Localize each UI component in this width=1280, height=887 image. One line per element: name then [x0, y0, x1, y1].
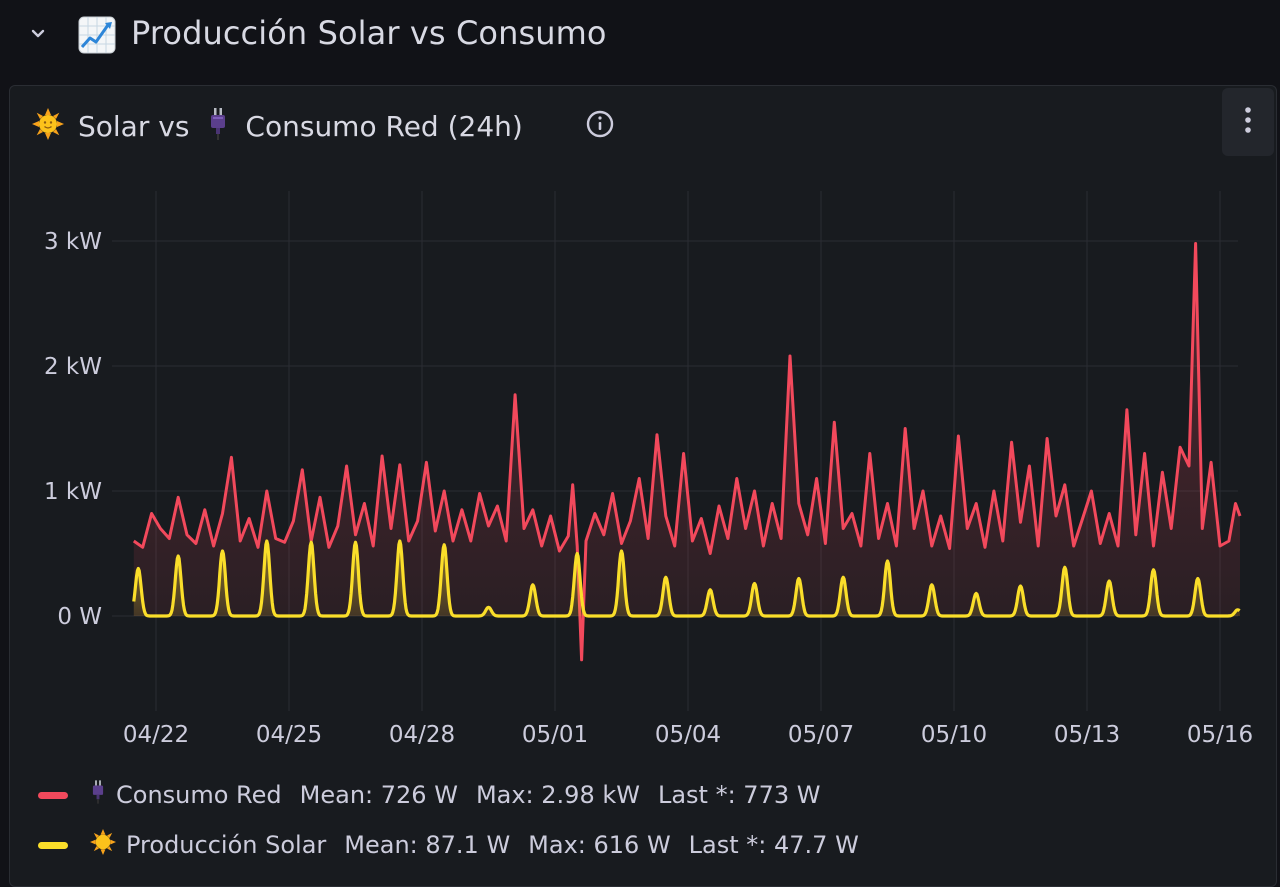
legend-mean: Mean: 87.1 W	[344, 831, 511, 859]
x-tick-label: 05/10	[921, 722, 987, 748]
sun-emoji-icon	[90, 829, 116, 861]
sun-emoji-icon	[32, 108, 64, 144]
x-tick-label: 05/16	[1187, 722, 1253, 748]
x-tick-label: 05/01	[522, 722, 588, 748]
row-title[interactable]: Producción Solar vs Consumo	[131, 14, 607, 52]
solar-line	[132, 539, 1241, 618]
y-tick-label: 2 kW	[44, 354, 102, 380]
legend-swatch-consumo	[38, 791, 68, 799]
legend-item-solar[interactable]: Producción Solar Mean: 87.1 W Max: 616 W…	[38, 820, 1238, 870]
legend-max: Max: 2.98 kW	[475, 781, 640, 809]
x-tick-label: 04/25	[256, 722, 322, 748]
consumo-line	[132, 242, 1242, 662]
y-tick-label: 0 W	[57, 604, 102, 630]
panel-title-part1: Solar vs	[78, 109, 190, 143]
legend-last: Last *: 773 W	[657, 781, 821, 809]
x-tick-label: 04/28	[389, 722, 455, 748]
legend-name: Producción Solar	[126, 831, 327, 859]
legend: Consumo Red Mean: 726 W Max: 2.98 kW Las…	[38, 770, 1238, 870]
row-header: Producción Solar vs Consumo	[0, 0, 1280, 72]
timeseries-panel: Solar vs Consumo Red (24h) 0 W 1 kW 2 kW 3 …	[9, 85, 1277, 887]
x-tick-label: 05/04	[655, 722, 721, 748]
consumo-area	[133, 243, 1240, 660]
electric-plug-emoji-icon	[90, 779, 106, 811]
legend-swatch-solar	[38, 841, 68, 849]
legend-item-consumo[interactable]: Consumo Red Mean: 726 W Max: 2.98 kW Las…	[38, 770, 1238, 820]
panel-title[interactable]: Solar vs Consumo Red (24h)	[32, 106, 523, 146]
legend-max: Max: 616 W	[528, 831, 671, 859]
panel-menu-button[interactable]	[1222, 88, 1274, 156]
electric-plug-emoji-icon	[207, 107, 229, 145]
x-tick-label: 05/07	[788, 722, 854, 748]
panel-title-part2: Consumo Red (24h)	[245, 109, 523, 143]
vertical-ellipsis-icon	[1244, 106, 1252, 138]
legend-name: Consumo Red	[116, 781, 282, 809]
info-circle-icon[interactable]	[584, 108, 616, 140]
x-tick-label: 05/13	[1054, 722, 1120, 748]
solar-area	[133, 541, 1240, 616]
legend-last: Last *: 47.7 W	[688, 831, 859, 859]
legend-mean: Mean: 726 W	[299, 781, 458, 809]
chevron-down-icon[interactable]	[26, 22, 50, 46]
x-tick-label: 04/22	[123, 722, 189, 748]
y-tick-label: 3 kW	[44, 229, 102, 255]
y-tick-label: 1 kW	[44, 479, 102, 505]
chart-increasing-icon	[78, 16, 116, 54]
timeseries-chart[interactable]: 0 W 1 kW 2 kW 3 kW 04/22 04/25 04/28 05/01 05/04…	[10, 86, 1276, 766]
